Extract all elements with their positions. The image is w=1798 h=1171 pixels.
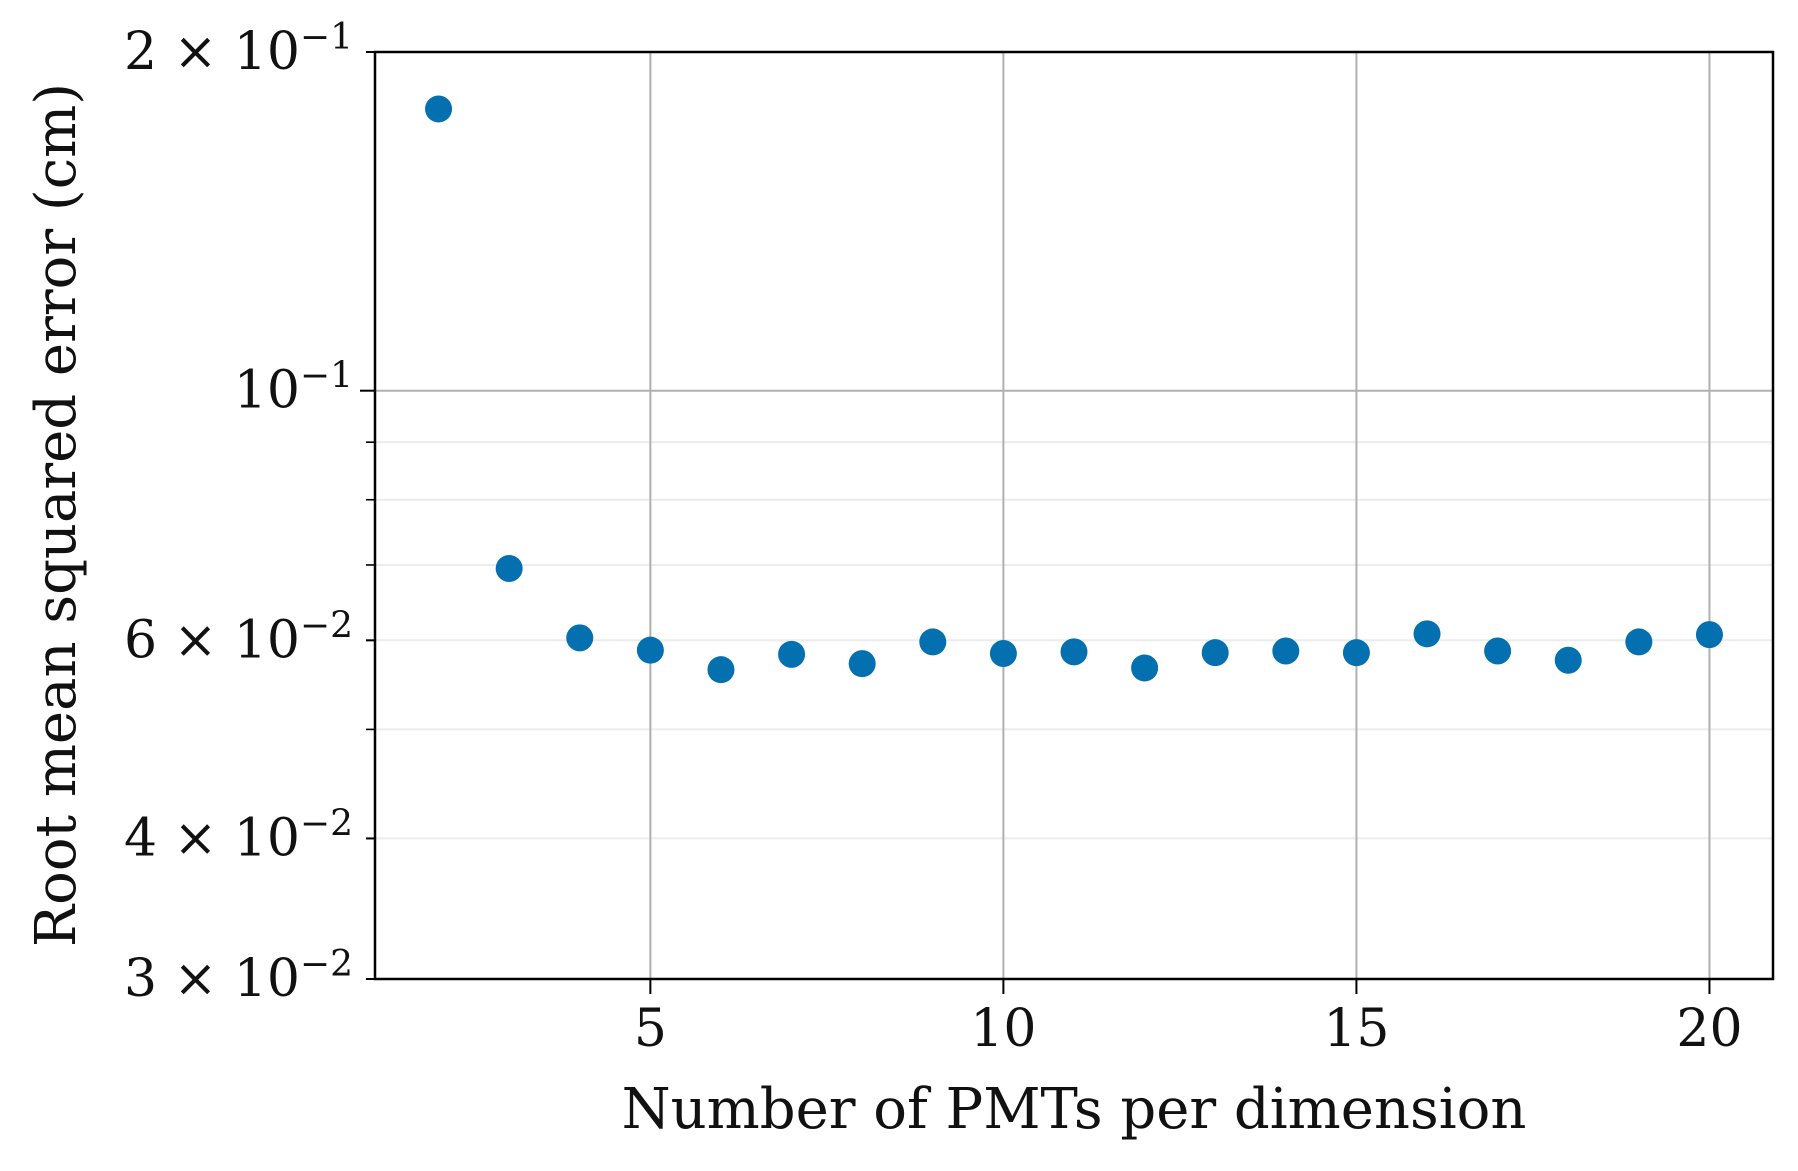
data-point bbox=[495, 554, 523, 582]
plot-frame bbox=[373, 50, 1775, 981]
data-point bbox=[1272, 637, 1300, 665]
axis-ticks bbox=[360, 51, 1711, 994]
data-point bbox=[425, 95, 453, 123]
data-point bbox=[1413, 620, 1441, 648]
data-point bbox=[566, 624, 594, 652]
data-point bbox=[989, 640, 1017, 668]
data-point bbox=[707, 656, 735, 684]
x-tick-label: 20 bbox=[1676, 999, 1742, 1059]
x-tick-label: 5 bbox=[634, 999, 667, 1059]
data-point bbox=[778, 640, 806, 668]
data-point bbox=[848, 650, 876, 678]
y-tick-label: 6 × 10−2 bbox=[124, 605, 353, 671]
data-point bbox=[1695, 621, 1723, 649]
x-tick-labels: 5 10 15 20 bbox=[634, 999, 1743, 1059]
y-tick-label: 2 × 10−1 bbox=[124, 17, 353, 83]
data-point bbox=[1060, 638, 1088, 666]
x-axis-label: Number of PMTs per dimension bbox=[622, 1077, 1527, 1142]
x-tick-label: 15 bbox=[1323, 999, 1389, 1059]
y-tick-label: 4 × 10−2 bbox=[124, 803, 353, 869]
data-point bbox=[1625, 628, 1653, 656]
major-grid bbox=[375, 52, 1773, 979]
x-tick-label: 10 bbox=[970, 999, 1036, 1059]
data-points bbox=[425, 95, 1723, 684]
data-point bbox=[1131, 654, 1159, 682]
y-axis-label: Root mean squared error (cm) bbox=[24, 83, 89, 947]
data-point bbox=[636, 636, 664, 664]
data-point bbox=[1484, 637, 1512, 665]
y-tick-labels: 2 × 10−1 10−1 6 × 10−2 4 × 10−2 3 × 10−2 bbox=[124, 17, 353, 1010]
data-point bbox=[1201, 639, 1229, 667]
minor-grid bbox=[375, 441, 1773, 840]
y-tick-label: 3 × 10−2 bbox=[124, 944, 353, 1010]
data-point bbox=[1342, 639, 1370, 667]
data-point bbox=[919, 628, 947, 656]
data-point bbox=[1554, 646, 1582, 674]
y-tick-label: 10−1 bbox=[234, 355, 353, 421]
